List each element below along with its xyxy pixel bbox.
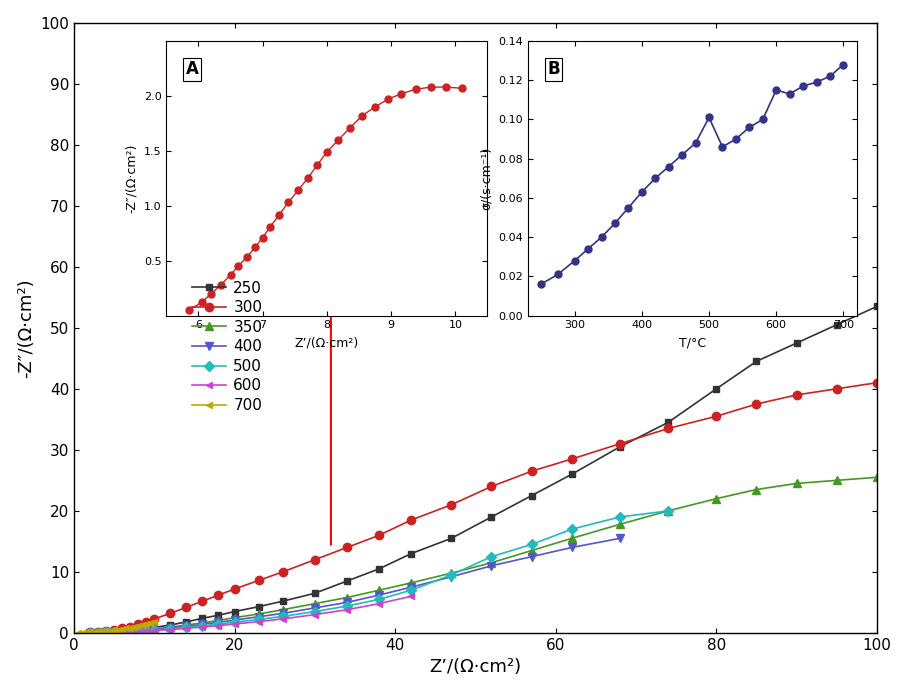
X-axis label: Z’/(Ω·cm²): Z’/(Ω·cm²)	[429, 658, 521, 676]
Legend: 250, 300, 350, 400, 500, 600, 700: 250, 300, 350, 400, 500, 600, 700	[186, 274, 269, 419]
Y-axis label: -Z″/(Ω·cm²): -Z″/(Ω·cm²)	[16, 278, 35, 378]
